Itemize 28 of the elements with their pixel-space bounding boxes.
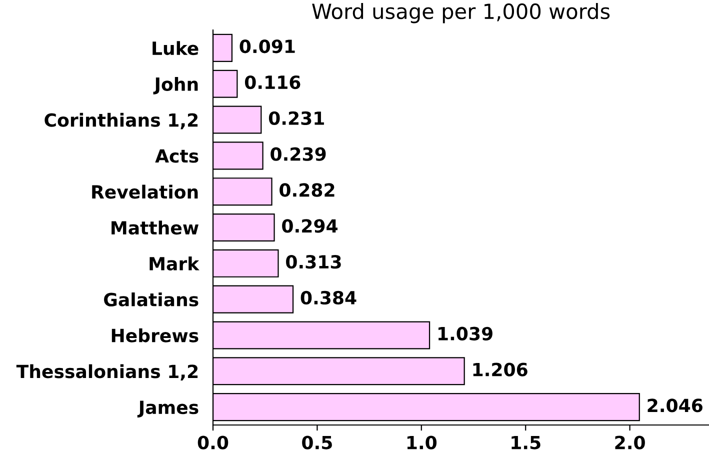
y-tick-label: Revelation <box>92 184 198 199</box>
y-tick-label: Corinthians 1,2 <box>44 112 198 130</box>
x-tick-label: 0.0 <box>198 436 228 450</box>
x-tick-label: 2.0 <box>615 436 645 450</box>
y-tick-label: Matthew <box>112 220 198 235</box>
data-label: 1.206 <box>473 362 528 376</box>
x-tick-label: 0.5 <box>302 436 332 450</box>
data-label: 1.039 <box>438 326 492 340</box>
data-label: 0.282 <box>280 183 334 197</box>
y-tick-label: Thessalonians 1,2 <box>16 364 198 381</box>
data-label: 0.384 <box>300 290 356 305</box>
x-tick-label: 1.5 <box>512 436 540 450</box>
data-label: 0.116 <box>244 75 300 90</box>
data-label: 0.231 <box>268 111 324 126</box>
y-tick-label: John <box>153 77 198 94</box>
y-tick-label: James <box>137 400 198 418</box>
chart-title: Word usage per 1,000 words <box>312 3 610 24</box>
x-tick-label: 1.0 <box>407 436 437 450</box>
y-tick-label: Hebrews <box>112 328 198 342</box>
y-tick-label: Mark <box>150 256 200 271</box>
data-label: 0.091 <box>240 40 295 54</box>
y-tick-label: Galatians <box>104 292 198 306</box>
data-label: 0.239 <box>270 147 326 161</box>
data-label: 0.313 <box>286 254 341 269</box>
data-label: 0.294 <box>282 219 338 233</box>
y-tick-label: Luke <box>152 41 198 56</box>
y-tick-label: Acts <box>155 149 198 163</box>
data-label: 2.046 <box>648 398 702 412</box>
